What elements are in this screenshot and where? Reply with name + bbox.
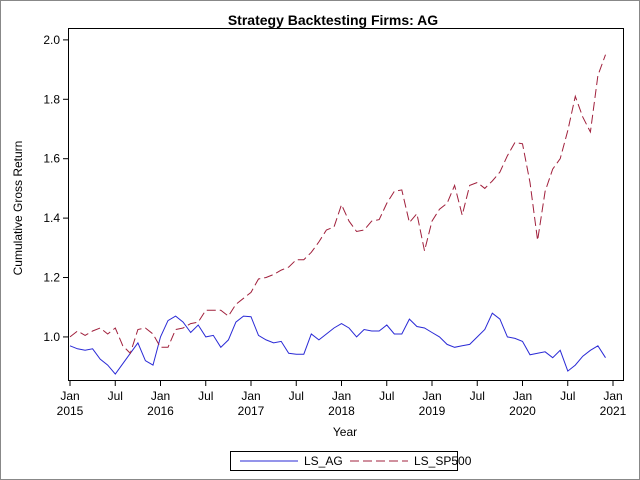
legend-label: LS_SP500 [414,454,472,468]
x-tick-label: 2018 [328,404,355,418]
x-tick-label: Jan [332,389,351,403]
y-tick-label: 1.4 [43,211,60,225]
y-tick-label: 1.6 [43,152,60,166]
y-tick-label: 1.8 [43,92,60,106]
legend-box [230,451,458,471]
x-tick-label: 2017 [238,404,265,418]
series-line [69,312,606,375]
x-tick-label: 2021 [600,404,627,418]
legend-label: LS_AG [304,454,343,468]
x-tick-label: Jan [513,389,532,403]
x-tick-label: Jul [198,389,213,403]
y-axis-label: Cumulative Gross Return [11,141,25,276]
x-tick-label: Jan [422,389,441,403]
y-tick-label: 2.0 [43,33,60,47]
y-tick-label: 1.2 [43,271,60,285]
plot-frame [68,28,624,381]
x-tick-label: Jul [560,389,575,403]
x-tick-label: 2020 [509,404,536,418]
x-axis-label: Year [333,425,357,439]
x-tick-label: Jul [289,389,304,403]
x-tick-label: 2015 [57,404,84,418]
x-tick-label: Jan [151,389,170,403]
y-tick-label: 1.0 [43,330,60,344]
x-tick-label: Jan [60,389,79,403]
x-tick-label: 2019 [419,404,446,418]
x-tick-label: Jul [470,389,485,403]
x-tick-label: Jan [241,389,260,403]
x-tick-label: Jul [108,389,123,403]
x-tick-label: Jan [603,389,622,403]
x-tick-label: Jul [379,389,394,403]
chart-title: Strategy Backtesting Firms: AG [228,12,438,28]
x-tick-label: 2016 [147,404,174,418]
